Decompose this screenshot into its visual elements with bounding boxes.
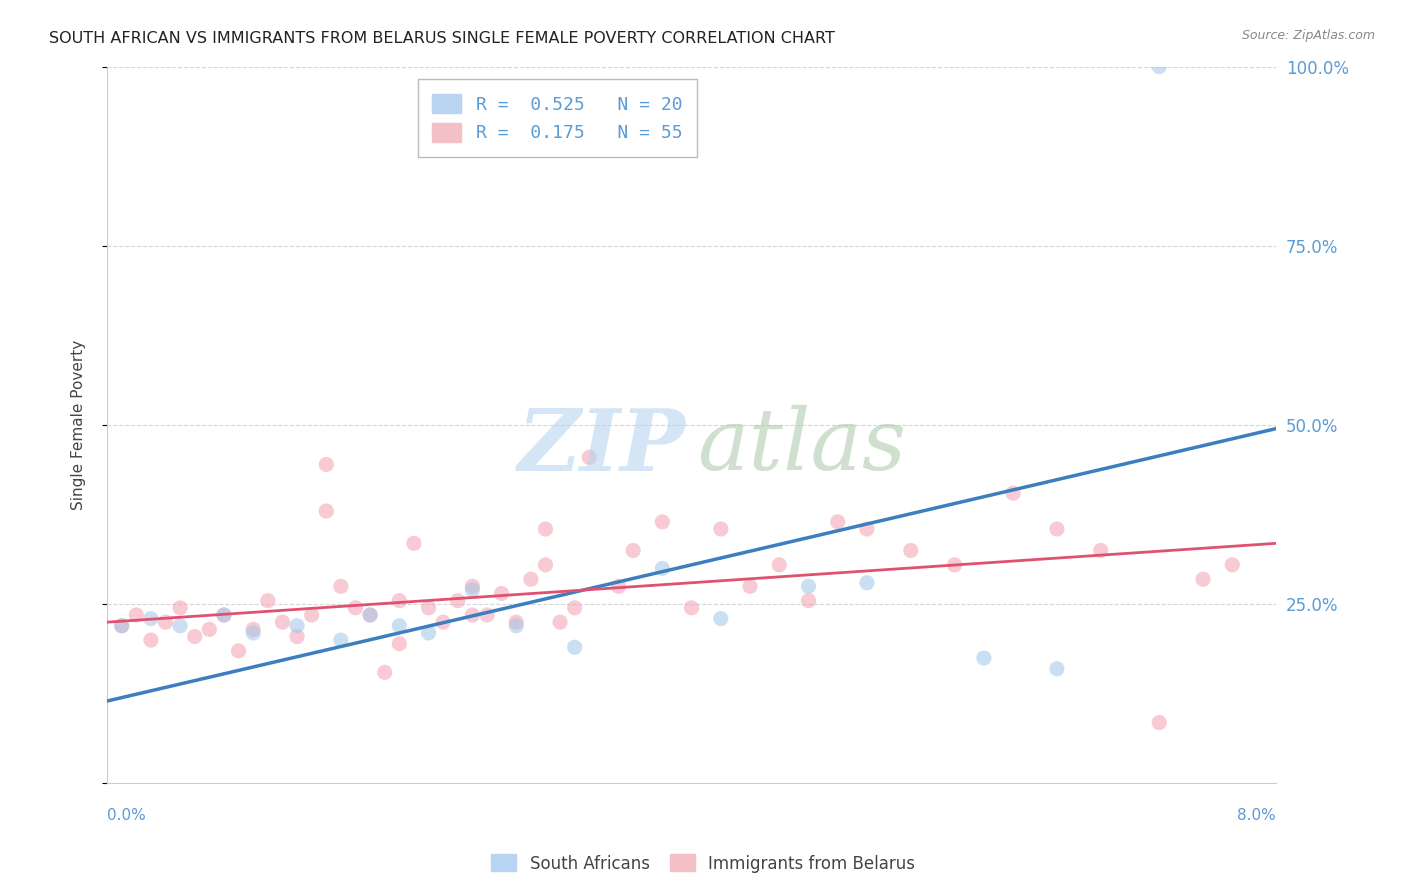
Point xyxy=(315,504,337,518)
Point xyxy=(827,515,849,529)
Point xyxy=(520,572,543,586)
Point xyxy=(856,522,879,536)
Point xyxy=(359,607,381,622)
Text: 0.0%: 0.0% xyxy=(107,808,146,823)
Point xyxy=(402,536,425,550)
Legend: South Africans, Immigrants from Belarus: South Africans, Immigrants from Belarus xyxy=(485,847,921,880)
Point xyxy=(973,651,995,665)
Point xyxy=(548,615,571,630)
Point xyxy=(768,558,790,572)
Point xyxy=(388,619,411,633)
Point xyxy=(169,619,191,633)
Point xyxy=(139,633,162,648)
Point xyxy=(491,586,513,600)
Point xyxy=(710,611,733,625)
Point xyxy=(139,611,162,625)
Point xyxy=(285,619,308,633)
Point xyxy=(461,607,484,622)
Point xyxy=(651,561,673,575)
Point xyxy=(432,615,454,630)
Point xyxy=(578,450,600,465)
Point xyxy=(344,600,367,615)
Point xyxy=(212,607,235,622)
Point xyxy=(1046,522,1069,536)
Point xyxy=(111,619,134,633)
Text: ZIP: ZIP xyxy=(517,405,686,488)
Point xyxy=(1046,662,1069,676)
Point xyxy=(315,458,337,472)
Point xyxy=(621,543,644,558)
Point xyxy=(418,626,440,640)
Text: 8.0%: 8.0% xyxy=(1237,808,1277,823)
Point xyxy=(111,619,134,633)
Point xyxy=(943,558,966,572)
Point xyxy=(198,623,221,637)
Point xyxy=(125,607,148,622)
Point xyxy=(388,593,411,607)
Point xyxy=(242,626,264,640)
Point xyxy=(738,579,761,593)
Point xyxy=(534,558,557,572)
Text: Source: ZipAtlas.com: Source: ZipAtlas.com xyxy=(1241,29,1375,42)
Point xyxy=(418,600,440,615)
Point xyxy=(329,579,352,593)
Point xyxy=(564,640,586,655)
Point xyxy=(607,579,630,593)
Point xyxy=(212,607,235,622)
Point xyxy=(1220,558,1243,572)
Point xyxy=(374,665,396,680)
Point xyxy=(797,593,820,607)
Point xyxy=(1147,60,1170,74)
Point xyxy=(505,619,527,633)
Point xyxy=(797,579,820,593)
Point xyxy=(169,600,191,615)
Point xyxy=(285,630,308,644)
Point xyxy=(329,633,352,648)
Point xyxy=(388,637,411,651)
Point xyxy=(856,575,879,590)
Point xyxy=(564,600,586,615)
Point xyxy=(242,623,264,637)
Point xyxy=(359,607,381,622)
Y-axis label: Single Female Poverty: Single Female Poverty xyxy=(72,340,86,510)
Point xyxy=(475,607,498,622)
Point xyxy=(710,522,733,536)
Point xyxy=(155,615,177,630)
Point xyxy=(447,593,470,607)
Point xyxy=(461,582,484,597)
Point xyxy=(1147,715,1170,730)
Point xyxy=(505,615,527,630)
Point xyxy=(681,600,703,615)
Point xyxy=(461,579,484,593)
Point xyxy=(1090,543,1112,558)
Point xyxy=(184,630,207,644)
Point xyxy=(1192,572,1215,586)
Point xyxy=(271,615,294,630)
Point xyxy=(534,522,557,536)
Point xyxy=(228,644,250,658)
Point xyxy=(900,543,922,558)
Point xyxy=(256,593,278,607)
Point xyxy=(1002,486,1025,500)
Legend: R =  0.525   N = 20, R =  0.175   N = 55: R = 0.525 N = 20, R = 0.175 N = 55 xyxy=(418,79,696,157)
Text: atlas: atlas xyxy=(697,405,907,488)
Point xyxy=(651,515,673,529)
Text: SOUTH AFRICAN VS IMMIGRANTS FROM BELARUS SINGLE FEMALE POVERTY CORRELATION CHART: SOUTH AFRICAN VS IMMIGRANTS FROM BELARUS… xyxy=(49,31,835,46)
Point xyxy=(301,607,323,622)
